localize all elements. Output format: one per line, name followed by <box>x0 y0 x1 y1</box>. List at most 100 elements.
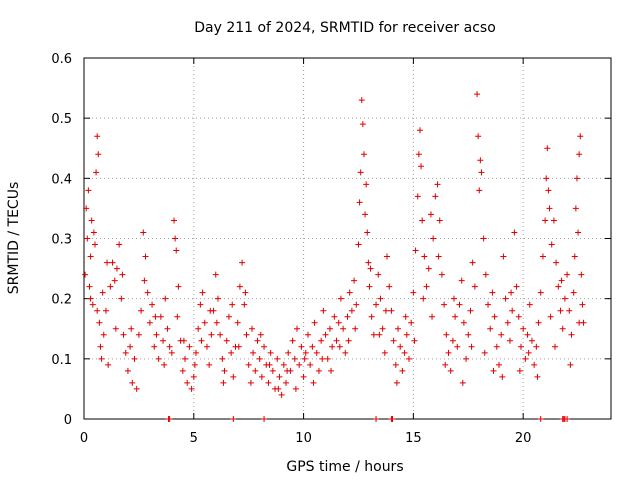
data-point <box>141 277 148 284</box>
data-points <box>82 91 587 422</box>
data-point <box>83 205 90 212</box>
data-point <box>87 295 94 302</box>
data-point <box>300 373 307 380</box>
data-point <box>292 385 299 392</box>
data-point <box>370 331 377 338</box>
x-tick-label: 20 <box>515 431 532 446</box>
data-point <box>119 271 126 278</box>
data-point <box>351 277 358 284</box>
y-tick-label: 0.2 <box>51 293 72 308</box>
data-point <box>221 367 228 374</box>
data-point <box>430 235 437 242</box>
data-point <box>186 343 193 350</box>
data-point <box>230 373 237 380</box>
data-point <box>348 307 355 314</box>
data-point <box>456 301 463 308</box>
data-point <box>229 301 236 308</box>
data-point <box>248 325 255 332</box>
data-point <box>498 331 505 338</box>
data-point <box>313 349 320 356</box>
data-point <box>485 301 492 308</box>
data-point <box>375 271 382 278</box>
data-point <box>235 343 242 350</box>
data-point <box>266 361 273 368</box>
data-point <box>184 379 191 386</box>
data-point <box>493 343 500 350</box>
data-point <box>328 367 335 374</box>
data-point <box>534 373 541 380</box>
data-point <box>401 349 408 356</box>
data-point <box>333 337 340 344</box>
data-point <box>93 169 100 176</box>
data-point <box>570 289 577 296</box>
data-point <box>100 331 107 338</box>
data-point <box>528 337 535 344</box>
data-point <box>201 319 208 326</box>
data-point <box>480 235 487 242</box>
data-point <box>144 289 151 296</box>
data-point <box>109 259 116 266</box>
data-point <box>434 181 441 188</box>
data-point <box>104 259 111 266</box>
data-point <box>476 187 483 194</box>
data-point <box>102 307 109 314</box>
data-point <box>575 229 582 236</box>
data-point <box>97 343 104 350</box>
data-point <box>257 331 264 338</box>
data-point <box>276 373 283 380</box>
data-point <box>482 271 489 278</box>
data-point <box>526 301 533 308</box>
data-point <box>522 355 529 362</box>
data-point <box>471 283 478 290</box>
data-point <box>337 295 344 302</box>
data-point <box>559 325 566 332</box>
data-point <box>191 361 198 368</box>
data-point <box>331 313 338 320</box>
data-point <box>174 313 181 320</box>
data-point <box>373 301 380 308</box>
data-point <box>358 97 365 104</box>
data-point <box>315 367 322 374</box>
data-point <box>546 205 553 212</box>
data-point <box>112 325 119 332</box>
data-point <box>146 319 153 326</box>
data-point <box>99 289 106 296</box>
data-point <box>557 307 564 314</box>
data-point <box>460 319 467 326</box>
data-point <box>113 265 120 272</box>
data-point <box>576 319 583 326</box>
data-point <box>116 241 123 248</box>
data-point <box>157 313 164 320</box>
data-point <box>329 343 336 350</box>
x-tick-label: 5 <box>190 431 198 446</box>
data-point <box>304 331 311 338</box>
data-point <box>367 265 374 272</box>
data-point <box>463 355 470 362</box>
data-point <box>278 391 285 398</box>
data-point <box>90 229 97 236</box>
data-point <box>410 289 417 296</box>
data-point <box>450 295 457 302</box>
data-point <box>508 289 515 296</box>
data-point <box>487 325 494 332</box>
data-point <box>307 361 314 368</box>
data-point <box>516 367 523 374</box>
data-point <box>214 295 221 302</box>
data-point <box>198 337 205 344</box>
data-point <box>545 187 552 194</box>
data-point <box>212 271 219 278</box>
data-point <box>360 151 367 158</box>
x-axis-label: GPS time / hours <box>286 459 403 475</box>
y-tick-label: 0.5 <box>51 112 72 127</box>
data-point <box>515 313 522 320</box>
data-point <box>511 229 518 236</box>
data-point <box>274 355 281 362</box>
data-point <box>381 349 388 356</box>
data-point <box>345 337 352 344</box>
data-point <box>173 247 180 254</box>
data-point <box>395 325 402 332</box>
data-point <box>389 416 396 422</box>
data-point <box>397 343 404 350</box>
data-point <box>491 313 498 320</box>
data-point <box>427 211 434 218</box>
